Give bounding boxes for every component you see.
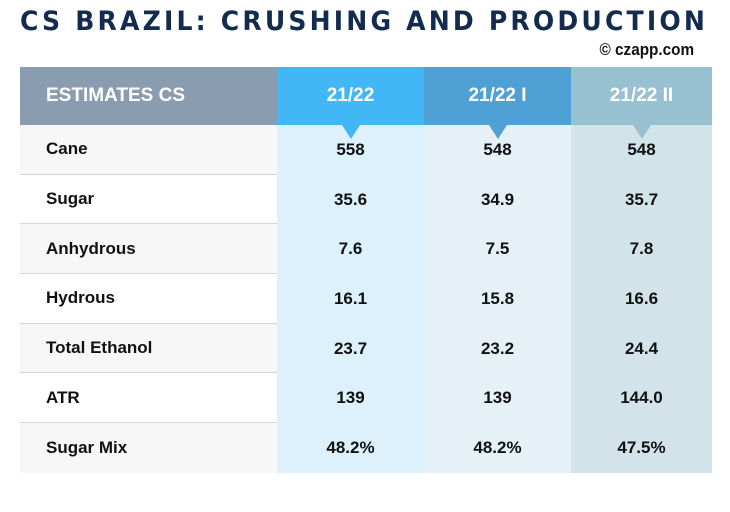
row-value: 7.6 (277, 224, 424, 275)
table-row: Sugar 35.6 34.9 35.7 (20, 174, 712, 225)
row-label: Total Ethanol (20, 323, 277, 374)
row-value: 47.5% (571, 423, 712, 473)
table-row: ATR 139 139 144.0 (20, 373, 712, 424)
table-row: Sugar Mix 48.2% 48.2% 47.5% (20, 423, 712, 473)
row-value: 7.8 (571, 224, 712, 275)
pointer-arrow-icon (488, 125, 507, 139)
row-value: 48.2% (277, 423, 424, 473)
row-value: 144.0 (571, 373, 712, 424)
page-title: CS BRAZIL: CRUSHING AND PRODUCTION (20, 6, 709, 37)
table-row: Total Ethanol 23.7 23.2 24.4 (20, 323, 712, 374)
table-row: Anhydrous 7.6 7.5 7.8 (20, 224, 712, 275)
row-label: Hydrous (20, 274, 277, 324)
copyright-credit: © czapp.com (599, 40, 694, 59)
row-label: Sugar Mix (20, 423, 277, 473)
table-header-row: ESTIMATES CS 21/22 21/22 I 21/22 II (20, 67, 712, 139)
header-label: 21/22 (326, 85, 375, 106)
row-value: 35.6 (277, 174, 424, 225)
row-value: 23.7 (277, 323, 424, 374)
row-value: 34.9 (424, 174, 571, 225)
header-estimates: ESTIMATES CS (20, 67, 277, 125)
row-value: 23.2 (424, 323, 571, 374)
row-value: 139 (424, 373, 571, 424)
row-label: Sugar (20, 174, 277, 225)
estimates-table: ESTIMATES CS 21/22 21/22 I 21/22 II Cane… (20, 67, 712, 473)
header-col-3: 21/22 II (571, 67, 712, 139)
row-value: 15.8 (424, 274, 571, 324)
row-value: 7.5 (424, 224, 571, 275)
row-value: 24.4 (571, 323, 712, 374)
header-col-2: 21/22 I (424, 67, 571, 139)
table-row: Cane 558 548 548 (20, 125, 712, 175)
row-value: 139 (277, 373, 424, 424)
row-label: ATR (20, 373, 277, 424)
header-label: 21/22 I (468, 85, 527, 106)
row-value: 35.7 (571, 174, 712, 225)
header-col-1: 21/22 (277, 67, 424, 139)
pointer-arrow-icon (341, 125, 360, 139)
row-label: Cane (20, 125, 277, 175)
row-label: Anhydrous (20, 224, 277, 275)
header-label: 21/22 II (609, 85, 674, 106)
row-value: 16.1 (277, 274, 424, 324)
row-value: 548 (571, 125, 712, 175)
row-value: 16.6 (571, 274, 712, 324)
pointer-arrow-icon (632, 125, 651, 139)
row-value: 48.2% (424, 423, 571, 473)
table-row: Hydrous 16.1 15.8 16.6 (20, 274, 712, 324)
header-label: ESTIMATES CS (46, 85, 185, 106)
